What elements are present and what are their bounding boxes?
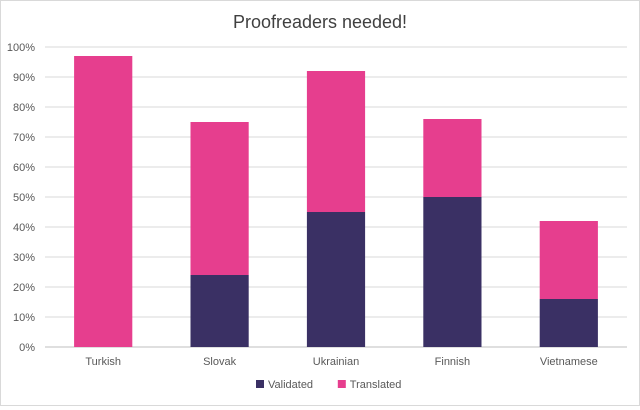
y-tick-label: 10% (13, 312, 35, 324)
y-tick-label: 30% (13, 252, 35, 264)
y-tick-label: 20% (13, 282, 35, 294)
y-tick-label: 50% (13, 192, 35, 204)
y-tick-label: 40% (13, 222, 35, 234)
y-tick-label: 0% (19, 342, 35, 354)
bar-translated-slovak (190, 122, 249, 275)
legend-label-validated: Validated (268, 379, 313, 391)
x-tick-label: Vietnamese (540, 356, 598, 368)
y-axis-ticks: 0% 10% 20% 30% 40% 50% 60% 70% 80% 90% 100% (7, 42, 35, 354)
bar-validated-ukrainian (306, 212, 366, 347)
x-tick-label: Ukrainian (313, 356, 359, 368)
y-tick-label: 100% (7, 42, 35, 54)
bar-validated-finnish (423, 197, 482, 347)
legend-swatch-translated (337, 380, 346, 388)
bars (74, 56, 598, 347)
y-tick-label: 90% (13, 72, 35, 84)
y-tick-label: 80% (13, 102, 35, 114)
bar-translated-ukrainian (306, 71, 366, 212)
y-tick-label: 70% (13, 132, 35, 144)
legend-label-translated: Translated (350, 379, 402, 391)
bar-validated-slovak (190, 275, 249, 347)
legend-swatch-validated (256, 380, 264, 388)
y-tick-label: 60% (13, 162, 35, 174)
legend: Validated Translated (256, 379, 401, 391)
bar-translated-turkish (74, 56, 133, 347)
x-tick-label: Slovak (203, 356, 237, 368)
x-tick-label: Turkish (85, 356, 121, 368)
x-tick-label: Finnish (435, 356, 470, 368)
bar-validated-vietnamese (539, 299, 598, 347)
x-axis-ticks: Turkish Slovak Ukrainian Finnish Vietnamese (85, 356, 597, 368)
chart-title: Proofreaders needed! (233, 12, 407, 32)
bar-translated-finnish (423, 119, 482, 197)
bar-translated-vietnamese (539, 221, 598, 299)
